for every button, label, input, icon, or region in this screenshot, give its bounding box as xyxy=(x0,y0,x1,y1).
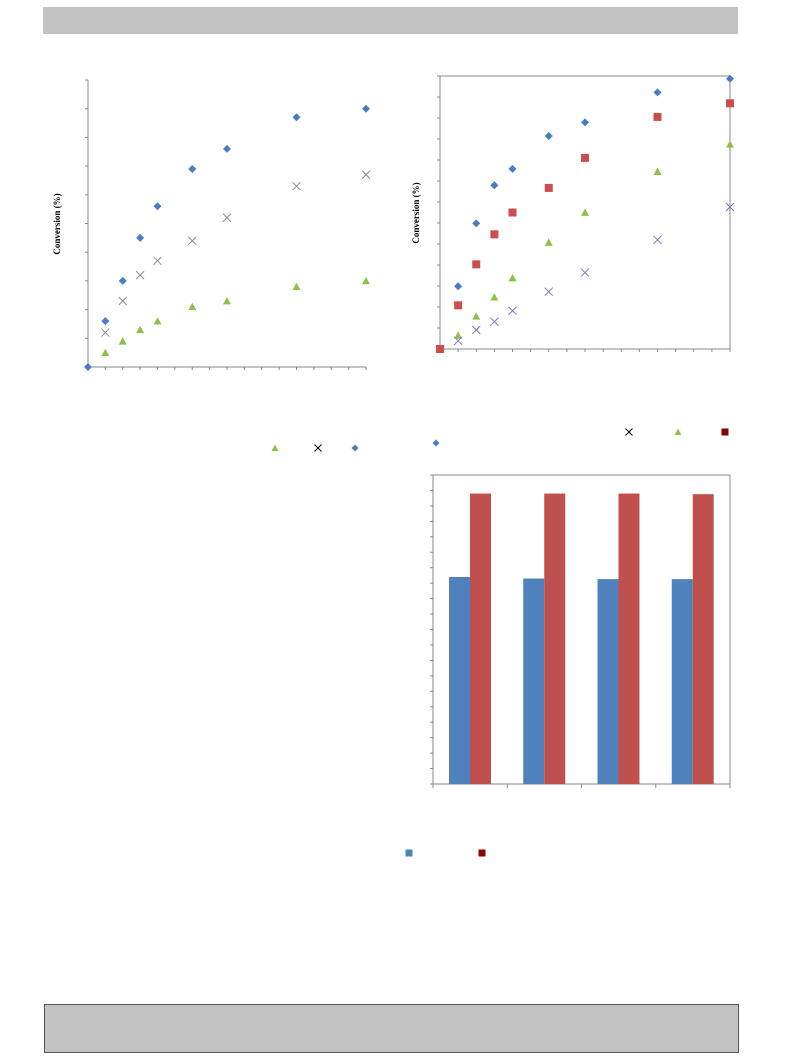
chart-b-point xyxy=(490,293,499,301)
chart-b-point xyxy=(508,274,517,282)
chart-b-legend-marker xyxy=(625,428,633,436)
chart-b-point xyxy=(508,208,517,217)
chart-a-point xyxy=(223,296,231,305)
chart-c-series-1 xyxy=(449,576,693,784)
chart-c-bar xyxy=(470,493,491,784)
chart-b-point xyxy=(544,132,553,141)
chart-b-point xyxy=(454,282,463,291)
chart-b-point xyxy=(544,238,553,246)
chart-b-point xyxy=(544,287,554,297)
chart-b-point xyxy=(472,219,481,228)
chart-b-point xyxy=(653,167,662,175)
chart-a-point xyxy=(292,113,301,122)
chart-a-point xyxy=(188,164,197,173)
chart-c-series-2 xyxy=(470,493,714,784)
chart-c-bar xyxy=(544,493,566,784)
chart-a-legend-marker xyxy=(314,444,322,452)
chart-b-legend xyxy=(432,428,729,447)
chart-b-point xyxy=(490,317,499,327)
chart-b-point xyxy=(508,164,517,173)
chart-b-point xyxy=(490,230,499,239)
chart-a-point xyxy=(101,348,110,357)
chart-b-point xyxy=(581,118,589,127)
chart-c-bar xyxy=(449,576,470,784)
chart-b-series-1 xyxy=(454,74,734,291)
chart-b-point xyxy=(726,140,734,148)
chart-b-point xyxy=(454,301,463,310)
chart-c-bar xyxy=(597,579,619,784)
chart-a-point xyxy=(118,337,127,345)
chart-a-point xyxy=(188,302,197,311)
chart-b-point xyxy=(490,181,499,190)
chart-b-point xyxy=(544,183,553,192)
chart-b-point xyxy=(453,336,463,346)
chart-b-point xyxy=(581,153,589,162)
footer-band xyxy=(44,1004,739,1053)
chart-a-point xyxy=(84,363,92,371)
chart-b-point xyxy=(653,235,662,245)
chart-c-bar xyxy=(523,578,545,784)
chart-b-legend-marker xyxy=(674,428,682,435)
chart-b-point xyxy=(653,112,662,121)
chart-a-point xyxy=(136,325,145,334)
chart-c-bar xyxy=(692,494,714,784)
chart-c-bar xyxy=(618,493,640,784)
chart-a-legend-marker xyxy=(351,444,359,452)
chart-c xyxy=(405,474,731,857)
chart-a-point xyxy=(118,276,127,285)
chart-a-point xyxy=(101,328,110,337)
chart-b-point xyxy=(726,74,734,83)
chart-b-series-2 xyxy=(436,99,734,353)
chart-b-point xyxy=(454,331,463,339)
chart-b-point xyxy=(472,260,481,269)
chart-a-point xyxy=(362,104,370,113)
chart-a-point xyxy=(222,213,232,223)
chart-b: Conversion (%) xyxy=(411,74,735,447)
chart-a-point xyxy=(153,202,162,211)
chart-b-point xyxy=(436,345,444,353)
chart-c-legend xyxy=(405,849,486,857)
chart-b-series-3 xyxy=(454,140,734,339)
chart-a-point xyxy=(292,181,301,191)
chart-a: Conversion (%) xyxy=(52,79,371,452)
chart-b-point xyxy=(725,202,735,212)
chart-c-axes xyxy=(430,474,731,788)
chart-b-point xyxy=(580,268,590,277)
chart-a-series-1 xyxy=(84,104,370,371)
chart-b-point xyxy=(471,325,481,335)
chart-c-legend-marker xyxy=(405,849,413,857)
chart-b-point xyxy=(472,312,481,320)
chart-c-bar xyxy=(671,579,693,784)
header-band xyxy=(43,7,738,34)
chart-a-point xyxy=(187,236,197,246)
chart-a-legend xyxy=(271,444,359,452)
chart-a-point xyxy=(361,170,371,180)
chart-a-point xyxy=(153,317,162,325)
chart-b-legend-marker xyxy=(721,428,729,436)
chart-b-legend-marker xyxy=(432,439,440,447)
chart-a-legend-marker xyxy=(271,444,279,451)
chart-b-axes xyxy=(437,75,731,352)
chart-b-point xyxy=(726,99,734,108)
chart-a-series-2 xyxy=(101,170,371,337)
chart-b-point xyxy=(653,88,662,97)
chart-b-y-axis-label: Conversion (%) xyxy=(411,182,421,243)
chart-b-point xyxy=(581,208,589,216)
chart-b-series-4 xyxy=(453,202,735,346)
chart-a-point xyxy=(135,270,145,280)
chart-a-point xyxy=(362,276,370,285)
chart-a-point xyxy=(153,256,162,266)
chart-a-point xyxy=(101,317,110,326)
chart-a-point xyxy=(292,282,301,291)
chart-a-point xyxy=(118,296,128,306)
chart-a-axes xyxy=(85,79,367,370)
chart-c-legend-marker xyxy=(478,849,486,857)
chart-b-point xyxy=(508,306,517,316)
chart-a-y-axis-label: Conversion (%) xyxy=(52,193,62,254)
chart-a-series-3 xyxy=(101,276,370,357)
chart-a-point xyxy=(223,144,231,153)
chart-a-point xyxy=(136,233,145,242)
